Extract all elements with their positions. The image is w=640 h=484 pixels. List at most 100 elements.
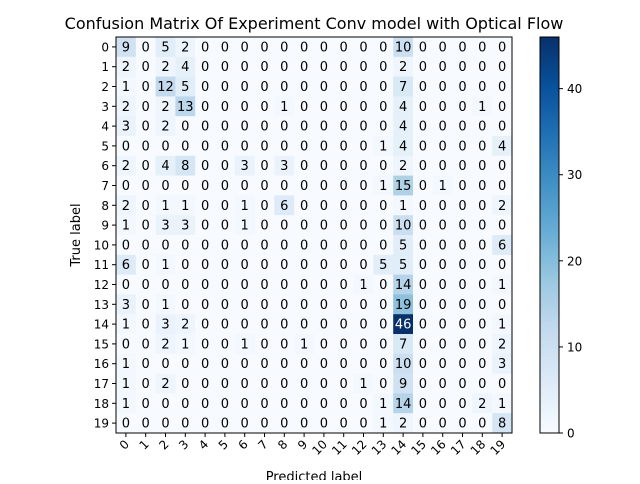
- heatmap-cell: [393, 195, 414, 216]
- heatmap-cell: [373, 254, 394, 275]
- cell-value-label: 3: [161, 318, 169, 333]
- cell-value-label: 0: [439, 199, 447, 214]
- heatmap-cell: [135, 294, 156, 315]
- heatmap-cell: [393, 294, 414, 315]
- heatmap-cell: [413, 175, 434, 196]
- cell-value-label: 0: [142, 40, 150, 55]
- heatmap-cell: [314, 155, 335, 176]
- heatmap-cell: [234, 334, 255, 355]
- cell-value-label: 4: [498, 139, 506, 154]
- heatmap-cell: [155, 235, 176, 256]
- heatmap-cell: [155, 37, 176, 58]
- cell-value-label: 0: [340, 337, 348, 352]
- cell-value-label: 0: [498, 159, 506, 174]
- cell-value-label: 0: [320, 417, 328, 432]
- heatmap-cell: [294, 353, 315, 374]
- heatmap-cell: [215, 294, 236, 315]
- heatmap-cell: [215, 254, 236, 275]
- cell-value-label: 0: [260, 337, 268, 352]
- cell-value-label: 1: [498, 397, 506, 412]
- heatmap-cell: [413, 195, 434, 216]
- heatmap-cell: [353, 393, 374, 414]
- heatmap-cell: [492, 215, 513, 236]
- cell-value-label: 0: [340, 219, 348, 234]
- cell-value-label: 0: [458, 80, 466, 95]
- heatmap-cell: [393, 413, 414, 434]
- y-tick-label: 9: [101, 219, 109, 233]
- cell-value-label: 0: [241, 318, 249, 333]
- cell-value-label: 0: [280, 40, 288, 55]
- heatmap-cell: [353, 373, 374, 394]
- y-tick-label: 3: [101, 100, 109, 114]
- cell-value-label: 0: [142, 238, 150, 253]
- cell-value-label: 0: [201, 40, 209, 55]
- heatmap-cell: [175, 334, 196, 355]
- heatmap-cell: [353, 254, 374, 275]
- cell-value-label: 0: [478, 159, 486, 174]
- y-tick-label: 14: [94, 318, 109, 332]
- cell-value-label: 0: [359, 417, 367, 432]
- heatmap-cell: [393, 56, 414, 77]
- cell-value-label: 0: [241, 238, 249, 253]
- cell-value-label: 0: [280, 80, 288, 95]
- heatmap-cell: [254, 393, 275, 414]
- heatmap-cell: [294, 254, 315, 275]
- heatmap-cell: [492, 334, 513, 355]
- cell-value-label: 1: [122, 318, 130, 333]
- heatmap-cell: [294, 56, 315, 77]
- cell-value-label: 0: [142, 179, 150, 194]
- cell-value-label: 0: [359, 238, 367, 253]
- heatmap-cell: [472, 37, 493, 58]
- cell-value-label: 0: [142, 159, 150, 174]
- heatmap-cell: [135, 56, 156, 77]
- cell-value-label: 0: [221, 100, 229, 115]
- heatmap-cell: [234, 76, 255, 97]
- heatmap-cell: [254, 56, 275, 77]
- heatmap-cell: [215, 235, 236, 256]
- cell-value-label: 0: [419, 80, 427, 95]
- heatmap-cell: [274, 235, 295, 256]
- heatmap-cell: [353, 136, 374, 157]
- heatmap-cell: [195, 274, 216, 295]
- cell-value-label: 0: [260, 120, 268, 135]
- heatmap-cell: [195, 413, 216, 434]
- heatmap-cell: [413, 235, 434, 256]
- heatmap-cell: [116, 353, 137, 374]
- heatmap-cell: [116, 175, 137, 196]
- heatmap-cell: [314, 175, 335, 196]
- cell-value-label: 10: [395, 219, 412, 234]
- heatmap-cell: [333, 136, 354, 157]
- cell-value-label: 0: [241, 417, 249, 432]
- heatmap-cell: [452, 195, 473, 216]
- heatmap-cell: [432, 314, 453, 335]
- heatmap-cell: [314, 56, 335, 77]
- heatmap-cell: [373, 155, 394, 176]
- heatmap-cell: [155, 76, 176, 97]
- heatmap-cell: [195, 353, 216, 374]
- heatmap-cell: [432, 195, 453, 216]
- heatmap-cell: [215, 373, 236, 394]
- heatmap-cell: [175, 175, 196, 196]
- heatmap-cell: [254, 96, 275, 117]
- heatmap-cell: [353, 314, 374, 335]
- heatmap-cell: [195, 56, 216, 77]
- heatmap-cell: [254, 116, 275, 137]
- heatmap-cell: [116, 215, 137, 236]
- heatmap-cell: [294, 413, 315, 434]
- heatmap-cell: [432, 215, 453, 236]
- cell-value-label: 0: [122, 238, 130, 253]
- cell-value-label: 0: [419, 238, 427, 253]
- cell-value-label: 12: [157, 80, 174, 95]
- heatmap-cell: [393, 274, 414, 295]
- cell-value-label: 0: [320, 60, 328, 75]
- heatmap-cell: [353, 235, 374, 256]
- cell-value-label: 0: [142, 318, 150, 333]
- cell-value-label: 0: [161, 278, 169, 293]
- heatmap-cell: [234, 235, 255, 256]
- heatmap-cell: [195, 235, 216, 256]
- cell-value-label: 0: [498, 80, 506, 95]
- heatmap-cell: [234, 413, 255, 434]
- heatmap-cell: [452, 56, 473, 77]
- cell-value-label: 1: [241, 199, 249, 214]
